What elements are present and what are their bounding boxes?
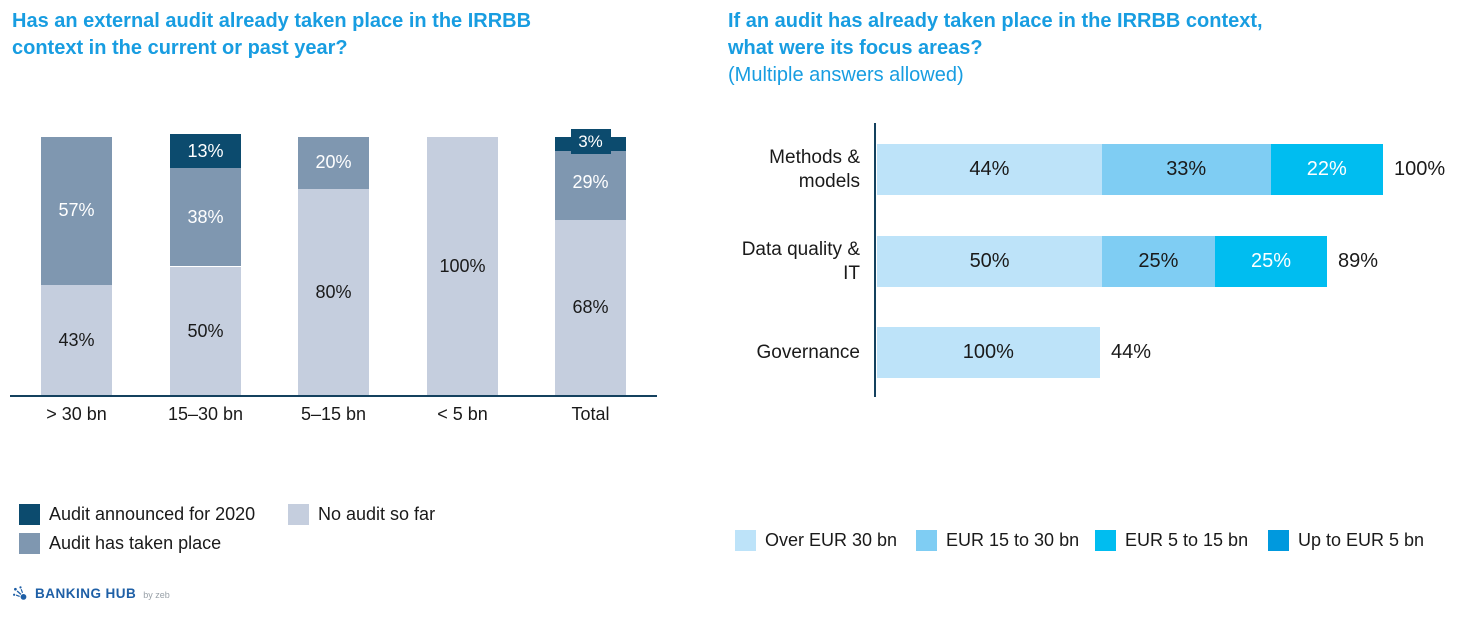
bar-value-label: 13% [187, 140, 224, 161]
bar-segment: 22% [1270, 144, 1383, 195]
bar-segment: 50% [877, 236, 1103, 287]
bar-segment: 25% [1214, 236, 1328, 287]
legend-item: EUR 15 to 30 bn [916, 530, 1079, 551]
legend-label: EUR 15 to 30 bn [946, 530, 1080, 550]
bar-value-label: 38% [187, 206, 224, 227]
right-chart-subtitle: (Multiple answers allowed) [728, 64, 964, 86]
row-total-label: 100% [1394, 157, 1446, 180]
bar-segment: 43% [41, 284, 112, 396]
bar-segment: 38% [170, 168, 241, 267]
bar-segment: 68% [555, 219, 626, 396]
bar-segment: 100% [427, 137, 498, 396]
bar-value-label: 20% [315, 152, 352, 173]
y-axis-line [874, 123, 876, 397]
bar-value-label: 29% [572, 171, 609, 192]
bar-value-label: 22% [1306, 158, 1347, 180]
bar-value-label: 68% [572, 297, 609, 318]
category-label: 5–15 bn [300, 404, 367, 424]
legend-item: Audit announced for 2020 [19, 504, 255, 525]
bar-value-label: 100% [439, 256, 486, 276]
legend-item: Over EUR 30 bn [735, 530, 897, 551]
row-total-label: 89% [1338, 249, 1379, 272]
bar-value-label: 50% [187, 320, 224, 341]
bar-segment: 44% [877, 144, 1102, 195]
bar-value-label: 33% [1166, 158, 1207, 180]
bar-segment: 13% [170, 134, 241, 169]
legend-label: Over EUR 30 bn [765, 530, 898, 550]
bar-value-label: 44% [969, 158, 1010, 180]
legend-item: Audit has taken place [19, 533, 221, 554]
bar-value-label: 50% [969, 250, 1010, 272]
bar-segment: 50% [170, 266, 241, 396]
legend-swatch [288, 504, 309, 525]
legend-item: Up to EUR 5 bn [1268, 530, 1424, 551]
row-total-label: 44% [1111, 340, 1152, 363]
category-label: 15–30 bn [167, 404, 244, 424]
category-label: > 30 bn [46, 404, 107, 424]
x-axis-line [10, 395, 657, 397]
legend-label: Audit has taken place [49, 533, 222, 553]
legend-label: Up to EUR 5 bn [1298, 530, 1425, 550]
legend-swatch [19, 533, 40, 554]
bar-value-label: 80% [315, 281, 352, 302]
left-chart-title-line1: Has an external audit already taken plac… [12, 10, 532, 32]
brand-banking: BANKING [35, 585, 102, 601]
bar-segment: 100% [877, 327, 1100, 378]
bar-segment-callout: 3% [570, 129, 611, 154]
brand-hub: HUB [105, 585, 137, 601]
legend-swatch [916, 530, 937, 551]
category-label: < 5 bn [437, 404, 488, 424]
legend-item: EUR 5 to 15 bn [1095, 530, 1248, 551]
legend-swatch [1268, 530, 1289, 551]
left-chart-title: Has an external audit already taken plac… [12, 8, 672, 62]
right-chart-title-line2: what were its focus areas? [728, 37, 983, 59]
right-chart-title: If an audit has already taken place in t… [728, 8, 1448, 89]
brand-byline: by zeb [143, 590, 170, 600]
legend-label: EUR 5 to 15 bn [1125, 530, 1249, 550]
bar-value-label: 25% [1138, 250, 1179, 272]
bar-segment: 80% [298, 188, 369, 396]
legend-swatch [19, 504, 40, 525]
bar-segment: 33% [1101, 144, 1271, 195]
bar-value-label: 25% [1251, 250, 1292, 272]
category-label: Data quality & IT [741, 239, 860, 284]
bar-segment: 20% [298, 137, 369, 189]
banking-hub-logo: BANKING HUB by zeb [12, 584, 170, 602]
bar-segment: 57% [41, 137, 112, 285]
bar-value-label: 3% [578, 131, 603, 151]
right-chart-title-line1: If an audit has already taken place in t… [728, 10, 1263, 32]
category-label: Governance [756, 342, 860, 363]
left-chart-title-line2: context in the current or past year? [12, 37, 348, 59]
legend-label: Audit announced for 2020 [49, 504, 256, 524]
legend-item: No audit so far [288, 504, 435, 525]
bar-value-label: 43% [58, 329, 95, 350]
bar-value-label: 57% [58, 200, 95, 221]
legend-label: No audit so far [318, 504, 436, 524]
category-label: Total [571, 404, 610, 424]
bar-segment: 29% [555, 144, 626, 220]
bar-segment: 25% [1102, 236, 1215, 287]
legend-swatch [735, 530, 756, 551]
legend-swatch [1095, 530, 1116, 551]
bar-value-label: 100% [962, 341, 1014, 363]
splash-icon [13, 585, 27, 600]
category-label: Methods & models [769, 147, 860, 192]
